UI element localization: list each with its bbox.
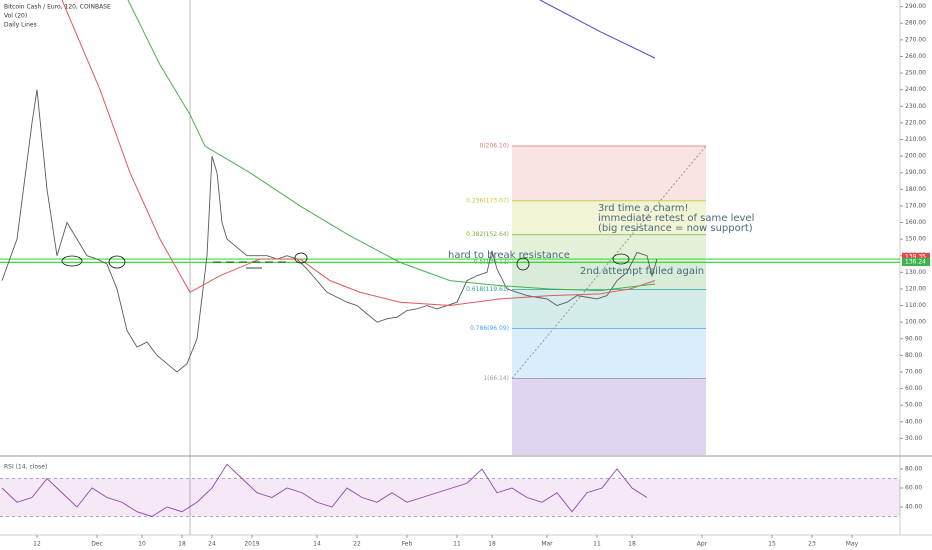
x-tick-label: 22 [353, 541, 361, 548]
series-line [1, 89, 658, 373]
price-tag [902, 257, 930, 266]
x-tick-label: 2019 [244, 541, 259, 548]
fib-label: 0.236(173.07) [466, 197, 509, 204]
ellipse [294, 252, 308, 264]
y-tick-label: 270.00 [905, 36, 926, 43]
y-tick-label: 200.00 [905, 153, 926, 160]
fib-label: 0.382(152.64) [466, 231, 509, 238]
x-tick-label: Feb [402, 541, 413, 548]
annotation: hard to break resistance [448, 250, 570, 261]
fib-band [512, 200, 706, 235]
y-tick-label: 280.00 [905, 20, 926, 27]
ellipse [516, 257, 530, 271]
header-title: Bitcoin Cash / Euro, 120, COINBASE [4, 4, 111, 11]
x-tick-label: 18 [628, 541, 636, 548]
ellipse [61, 255, 83, 267]
price-tag-label: 139.35 [905, 253, 926, 260]
x-tick-label: 11 [453, 541, 461, 548]
ellipse [612, 253, 630, 265]
y-tick-label: 220.00 [905, 119, 926, 126]
y-tick-label: 130.00 [905, 269, 926, 276]
price-tag-label: 136.24 [905, 258, 926, 265]
price-tag [902, 252, 930, 261]
x-tick-label: 11 [593, 541, 601, 548]
fib-band [512, 234, 706, 263]
ellipse [108, 255, 126, 269]
series-line [127, 0, 656, 292]
y-tick-label: 100.00 [905, 319, 926, 326]
fib-label: 1(66.14) [483, 375, 509, 382]
y-tick-label: 230.00 [905, 103, 926, 110]
fib-band [512, 289, 706, 329]
y-tick-label: 60.00 [905, 385, 922, 392]
y-tick-label: 50.00 [905, 402, 922, 409]
y-tick-label: 260.00 [905, 53, 926, 60]
x-tick-label: 18 [488, 541, 496, 548]
y-tick-label: 190.00 [905, 169, 926, 176]
x-tick-label: Apr [697, 541, 708, 548]
x-tick-label: 24 [208, 541, 216, 548]
y-tick-label: 210.00 [905, 136, 926, 143]
x-tick-label: 10 [138, 541, 146, 548]
y-tick-label: 80.00 [905, 466, 922, 473]
y-tick-label: 40.00 [905, 418, 922, 425]
series-line [539, 0, 656, 59]
series-line [61, 0, 656, 307]
x-tick-label: 14 [313, 541, 321, 548]
fib-trend [511, 145, 707, 379]
y-tick-label: 70.00 [905, 368, 922, 375]
fib-label: 0.618(119.61) [466, 286, 509, 293]
y-tick-label: 160.00 [905, 219, 926, 226]
x-tick-label: 23 [808, 541, 816, 548]
series-line [1, 463, 648, 517]
y-tick-label: 40.00 [905, 503, 922, 510]
rsi-band [0, 478, 900, 517]
fib-label: 0(206.10) [480, 142, 510, 149]
fib-band [512, 328, 706, 379]
pane-title: RSI (14, close) [4, 464, 47, 471]
fib-label: 0.786(96.09) [470, 325, 509, 332]
y-tick-label: 90.00 [905, 335, 922, 342]
fib-band [512, 262, 706, 290]
fib-band [512, 378, 706, 455]
x-tick-label: Dec [91, 541, 103, 548]
annotation: 3rd time a charm! [598, 203, 689, 214]
x-tick-label: 18 [178, 541, 186, 548]
y-tick-label: 110.00 [905, 302, 926, 309]
y-tick-label: 80.00 [905, 352, 922, 359]
drawings [61, 252, 630, 271]
annotation: (big resistance = now support) [598, 223, 753, 234]
x-tick-label: 12 [33, 541, 41, 548]
y-tick-label: 30.00 [905, 435, 922, 442]
y-tick-label: 250.00 [905, 70, 926, 77]
annotation: 2nd attempt failed again [580, 266, 704, 277]
x-tick-label: Mar [541, 541, 553, 548]
y-tick-label: 120.00 [905, 285, 926, 292]
y-tick-label: 60.00 [905, 485, 922, 492]
y-tick-label: 290.00 [905, 3, 926, 10]
y-tick-label: 150.00 [905, 236, 926, 243]
x-tick-label: May [846, 541, 859, 548]
y-tick-label: 170.00 [905, 202, 926, 209]
fib-band [512, 145, 706, 201]
header-lines: Daily Lines [4, 22, 37, 29]
x-tick-label: 15 [768, 541, 776, 548]
header-volume: Vol (20) [4, 13, 27, 20]
y-tick-label: 180.00 [905, 186, 926, 193]
y-tick-label: 240.00 [905, 86, 926, 93]
annotation: immediate retest of same level [598, 213, 754, 224]
